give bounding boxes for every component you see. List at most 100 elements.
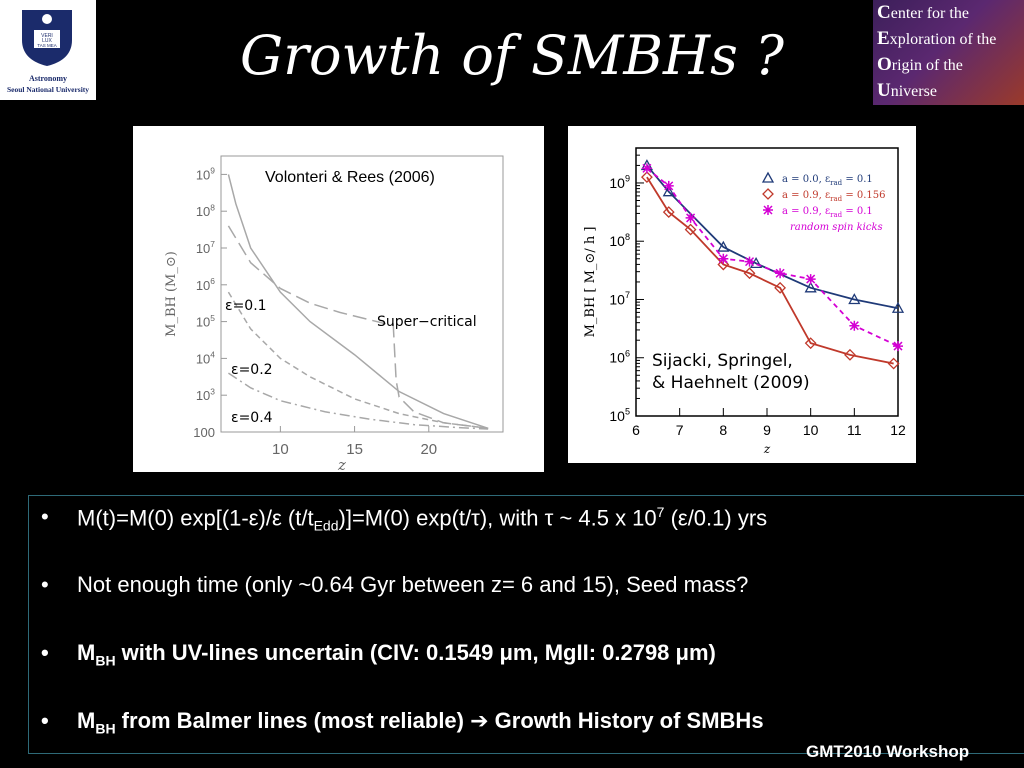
ceou-line-4: Universe	[877, 80, 937, 101]
chart1-ytick-label: 108	[196, 202, 215, 219]
ceou-logo: Center for the Exploration of the Origin…	[873, 0, 1024, 105]
chart2-ytick-label: 109	[609, 174, 630, 191]
chart2-point-triangle	[891, 301, 905, 313]
ceou-line-2: Exploration of the	[877, 28, 997, 49]
chart2-xtick-label: 8	[719, 422, 727, 438]
chart2-point-triangle	[749, 257, 763, 269]
chart1-series-line-3	[392, 323, 489, 430]
chart1-series-line-4	[227, 291, 489, 430]
chart1-curve-label: ε=0.4	[231, 410, 273, 426]
ceou-line-3: Origin of the	[877, 54, 963, 75]
chart1-xtick-label: 15	[346, 441, 363, 458]
chart1-ytick-label: 105	[196, 313, 215, 330]
chart2-annotation-line-1: Sijacki, Springel,	[652, 351, 793, 371]
chart2-point-star	[893, 341, 903, 352]
crest-text-1: VERI	[41, 33, 53, 39]
chart1-series-line-2	[227, 225, 394, 325]
bullet-4-text: MBH from Balmer lines (most reliable) ➔ …	[77, 708, 764, 737]
chart1-xtick-label: 10	[272, 441, 289, 458]
footer-workshop: GMT2010 Workshop	[806, 742, 970, 761]
chart1-ylabel: M_BH (M_⊙)	[164, 251, 179, 337]
chart2-xlabel: z	[763, 442, 771, 456]
chart2-series-line-2	[646, 176, 894, 365]
chart1-ytick-label: 104	[196, 350, 215, 367]
ceou-line-1: Center for the	[877, 2, 969, 23]
chart2-xtick-label: 11	[847, 422, 862, 438]
chart2-point-diamond	[743, 267, 756, 280]
chart2-legend-label-1: a = 0.0, εrad = 0.1	[782, 174, 873, 187]
chart1-curve-label: Super−critical	[377, 314, 477, 330]
chart1-xtick-label: 20	[420, 441, 437, 458]
chart2-legend-marker-triangle	[761, 171, 775, 183]
chart2-xtick-label: 6	[632, 422, 640, 438]
chart2-ytick-label: 107	[609, 290, 630, 307]
logo-line-1: Astronomy	[28, 74, 68, 83]
chart2-xtick-label: 12	[890, 422, 906, 438]
chart2-point-star	[775, 268, 786, 279]
chart2-point-diamond	[887, 357, 900, 370]
bullet-1-text: M(t)=M(0) exp[(1-ε)/ε (t/tEdd)]=M(0) exp…	[77, 504, 768, 534]
chart2-point-star	[685, 212, 696, 223]
chart2-series-line-1	[646, 164, 899, 310]
chart1-annotation: Volonteri & Rees (2006)	[265, 169, 435, 186]
chart1-ytick-label: 106	[196, 276, 215, 293]
chart2-point-diamond	[640, 171, 653, 184]
chart2-point-star	[849, 320, 860, 331]
chart2-point-diamond	[774, 281, 787, 294]
chart2-ytick-label: 105	[609, 407, 630, 424]
chart2-point-star	[663, 180, 674, 191]
chart1-series-line-1	[227, 174, 489, 430]
chart2-legend-marker-diamond	[762, 188, 774, 200]
chart2-point-triangle	[717, 240, 730, 252]
crest-text-2: LUX	[42, 38, 52, 44]
chart2-point-star	[805, 274, 816, 285]
chart1-ytick-label: 107	[196, 239, 215, 256]
chart2-point-star	[718, 253, 729, 264]
chart2-xtick-label: 9	[763, 422, 771, 438]
chart1-ytick-label: 109	[196, 166, 215, 183]
chart1-frame	[220, 155, 504, 433]
chart-sijacki: 105 106 107 108 109 6 7 8 9 10 11 12 z M_BH [ M_⊙/ h …	[568, 126, 916, 463]
chart1-xlabel: z	[337, 456, 346, 472]
chart2-point-diamond	[662, 206, 675, 219]
slide-title: Growth of SMBHs ?	[240, 24, 784, 87]
snu-astronomy-logo: VERI LUX TAS MEA Astronomy Seoul Nationa…	[0, 0, 96, 100]
chart2-ytick-label: 108	[609, 232, 630, 249]
chart1-ytick-label: 103	[196, 386, 215, 403]
chart2-point-diamond	[684, 223, 697, 236]
chart2-xtick-label: 10	[803, 422, 819, 438]
chart2-point-star	[641, 163, 652, 174]
chart2-xtick-label: 7	[676, 422, 684, 438]
bullet-dot: •	[41, 640, 49, 665]
chart2-ytick-label: 106	[609, 348, 630, 365]
chart1-ytick-label: 100	[193, 425, 215, 440]
bullet-dot: •	[41, 708, 49, 733]
bullet-dot: •	[41, 504, 49, 529]
bullet-3-text: MBH with UV-lines uncertain (CIV: 0.1549…	[77, 640, 716, 669]
bullet-2-text: Not enough time (only ~0.64 Gyr between …	[77, 572, 749, 597]
chart2-point-diamond	[804, 337, 817, 350]
chart2-legend-marker-star	[763, 205, 773, 215]
chart1-curve-label: ε=0.1	[225, 298, 267, 314]
chart2-point-triangle	[662, 185, 675, 197]
chart2-point-triangle	[804, 281, 817, 293]
logo-line-2: Seoul National University	[6, 85, 90, 94]
chart2-svg: 105 106 107 108 109 6 7 8 9 10 11 12 z M_BH [ M_⊙/ h …	[583, 147, 906, 456]
crest-text-3: TAS MEA	[37, 43, 56, 48]
snu-crest-icon: VERI LUX TAS MEA	[22, 10, 72, 66]
chart2-ylabel: M_BH [ M_⊙/ h ]	[583, 227, 598, 338]
bullet-dot: •	[41, 572, 49, 597]
chart1-svg: 100 103 104 105 106 107 108 109 10 15 20 z M_BH (M_⊙…	[164, 155, 504, 472]
chart2-legend-label-3: a = 0.9, εrad = 0.1	[782, 206, 873, 219]
chart2-point-diamond	[844, 348, 856, 361]
chart2-legend-label-2: a = 0.9, εrad = 0.156	[782, 190, 886, 203]
bullet-box: • M(t)=M(0) exp[(1-ε)/ε (t/tEdd)]=M(0) e…	[28, 495, 1024, 754]
chart-volonteri-rees: 100 103 104 105 106 107 108 109 10 15 20 z M_BH (M_⊙…	[133, 126, 544, 472]
chart2-annotation-line-2: & Haehnelt (2009)	[652, 373, 810, 393]
arrow-icon: ➔	[470, 708, 489, 733]
chart1-series-line-5	[228, 372, 489, 430]
chart2-legend-note: random spin kicks	[790, 222, 883, 233]
chart1-curve-label: ε=0.2	[231, 362, 273, 378]
chart2-point-star	[744, 256, 755, 267]
chart2-point-triangle	[848, 293, 861, 305]
